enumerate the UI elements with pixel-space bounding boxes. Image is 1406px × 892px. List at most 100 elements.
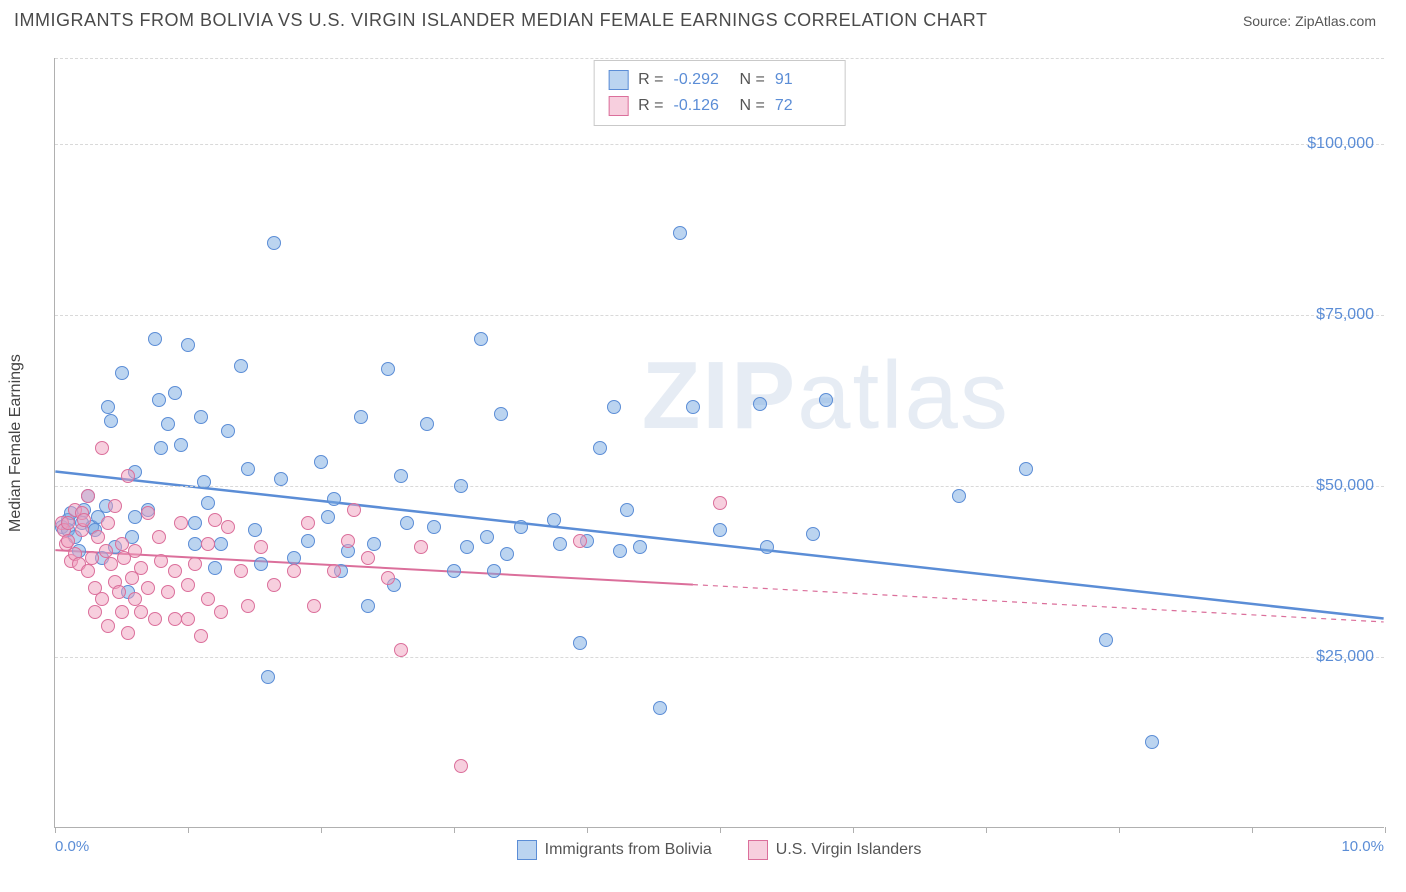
data-point-usvi <box>99 544 113 558</box>
data-point-bolivia <box>420 417 434 431</box>
data-point-usvi <box>221 520 235 534</box>
data-point-usvi <box>81 564 95 578</box>
bottom-legend: Immigrants from Bolivia U.S. Virgin Isla… <box>54 840 1384 860</box>
x-tick <box>55 827 56 833</box>
data-point-bolivia <box>188 537 202 551</box>
data-point-bolivia <box>806 527 820 541</box>
data-point-usvi <box>341 534 355 548</box>
y-tick-label: $75,000 <box>1316 306 1374 324</box>
data-point-bolivia <box>653 701 667 715</box>
data-point-bolivia <box>480 530 494 544</box>
data-point-bolivia <box>713 523 727 537</box>
plot-region: ZIPatlas R = -0.292 N = 91 R = -0.126 N … <box>54 58 1384 828</box>
data-point-bolivia <box>1145 735 1159 749</box>
data-point-usvi <box>181 612 195 626</box>
data-point-bolivia <box>454 479 468 493</box>
data-point-usvi <box>414 540 428 554</box>
data-point-usvi <box>121 469 135 483</box>
gridline <box>55 657 1384 658</box>
gridline <box>55 58 1384 59</box>
data-point-bolivia <box>354 410 368 424</box>
y-tick-label: $50,000 <box>1316 477 1374 495</box>
data-point-bolivia <box>633 540 647 554</box>
data-point-bolivia <box>234 359 248 373</box>
data-point-bolivia <box>593 441 607 455</box>
data-point-bolivia <box>241 462 255 476</box>
x-tick <box>986 827 987 833</box>
data-point-usvi <box>347 503 361 517</box>
data-point-usvi <box>95 441 109 455</box>
data-point-usvi <box>208 513 222 527</box>
legend-swatch-usvi <box>748 840 768 860</box>
data-point-usvi <box>287 564 301 578</box>
data-point-bolivia <box>104 414 118 428</box>
data-point-usvi <box>254 540 268 554</box>
data-point-bolivia <box>148 332 162 346</box>
x-tick <box>321 827 322 833</box>
data-point-usvi <box>194 629 208 643</box>
data-point-bolivia <box>254 557 268 571</box>
x-tick <box>1119 827 1120 833</box>
data-point-bolivia <box>221 424 235 438</box>
data-point-usvi <box>134 605 148 619</box>
source-label: Source: <box>1243 13 1295 29</box>
data-point-usvi <box>61 516 75 530</box>
data-point-usvi <box>394 643 408 657</box>
data-point-bolivia <box>267 236 281 250</box>
trendlines-svg <box>55 58 1384 827</box>
data-point-usvi <box>61 534 75 548</box>
data-point-usvi <box>161 585 175 599</box>
data-point-bolivia <box>753 397 767 411</box>
data-point-usvi <box>361 551 375 565</box>
data-point-bolivia <box>613 544 627 558</box>
data-point-bolivia <box>321 510 335 524</box>
r-label: R = <box>638 93 663 119</box>
data-point-usvi <box>104 557 118 571</box>
data-point-bolivia <box>427 520 441 534</box>
data-point-usvi <box>713 496 727 510</box>
stats-row-bolivia: R = -0.292 N = 91 <box>608 67 831 93</box>
data-point-bolivia <box>208 561 222 575</box>
stats-row-usvi: R = -0.126 N = 72 <box>608 93 831 119</box>
data-point-usvi <box>101 516 115 530</box>
data-point-bolivia <box>460 540 474 554</box>
data-point-usvi <box>134 561 148 575</box>
data-point-bolivia <box>274 472 288 486</box>
y-tick-label: $25,000 <box>1316 648 1374 666</box>
r-value-usvi: -0.126 <box>674 93 730 119</box>
data-point-bolivia <box>1099 633 1113 647</box>
data-point-usvi <box>77 513 91 527</box>
chart-title: IMMIGRANTS FROM BOLIVIA VS U.S. VIRGIN I… <box>14 10 987 31</box>
x-tick <box>1385 827 1386 833</box>
data-point-usvi <box>112 585 126 599</box>
data-point-usvi <box>201 537 215 551</box>
data-point-usvi <box>234 564 248 578</box>
data-point-usvi <box>148 612 162 626</box>
data-point-bolivia <box>1019 462 1033 476</box>
data-point-bolivia <box>573 636 587 650</box>
data-point-bolivia <box>673 226 687 240</box>
n-label: N = <box>740 93 765 119</box>
data-point-usvi <box>307 599 321 613</box>
data-point-bolivia <box>181 338 195 352</box>
data-point-bolivia <box>447 564 461 578</box>
data-point-bolivia <box>115 366 129 380</box>
data-point-bolivia <box>394 469 408 483</box>
data-point-bolivia <box>287 551 301 565</box>
data-point-bolivia <box>361 599 375 613</box>
data-point-bolivia <box>201 496 215 510</box>
r-value-bolivia: -0.292 <box>674 67 730 93</box>
data-point-bolivia <box>607 400 621 414</box>
data-point-usvi <box>201 592 215 606</box>
gridline <box>55 144 1384 145</box>
data-point-usvi <box>301 516 315 530</box>
n-value-usvi: 72 <box>775 93 831 119</box>
data-point-bolivia <box>161 417 175 431</box>
data-point-usvi <box>108 499 122 513</box>
data-point-bolivia <box>514 520 528 534</box>
x-tick <box>720 827 721 833</box>
data-point-bolivia <box>553 537 567 551</box>
stats-legend-box: R = -0.292 N = 91 R = -0.126 N = 72 <box>593 60 846 126</box>
data-point-bolivia <box>248 523 262 537</box>
data-point-usvi <box>188 557 202 571</box>
